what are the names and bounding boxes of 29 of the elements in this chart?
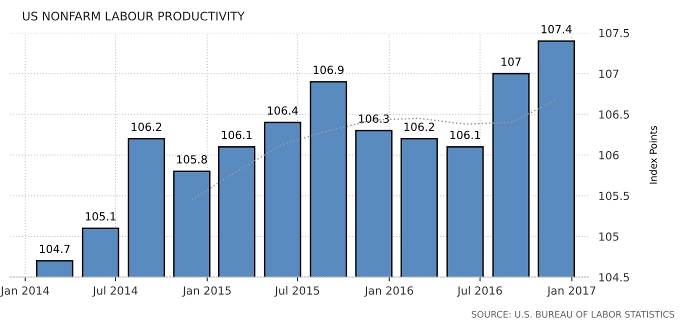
data-label: 106.2 bbox=[132, 122, 162, 132]
data-label: 105.8 bbox=[177, 155, 207, 164]
x-tick-label: Jan 2014 bbox=[0, 286, 50, 297]
x-tick-label: Jul 2016 bbox=[456, 286, 502, 297]
x-tick-label: Jan 2015 bbox=[182, 286, 231, 297]
data-label: 105.1 bbox=[86, 212, 116, 221]
y-tick-label: 107.5 bbox=[599, 28, 629, 38]
data-label: 106.3 bbox=[359, 114, 389, 123]
data-label: 107.4 bbox=[542, 24, 572, 34]
x-tick-label: Jul 2015 bbox=[274, 286, 320, 297]
data-label: 106.2 bbox=[404, 122, 434, 132]
data-label: 106.1 bbox=[450, 130, 480, 140]
x-tick-label: Jan 2016 bbox=[364, 286, 414, 297]
data-label: 106.1 bbox=[222, 130, 252, 140]
data-label: 106.9 bbox=[314, 66, 344, 74]
chart-title: US NONFARM LABOUR PRODUCTIVITY bbox=[22, 12, 245, 21]
y-tick-label: 104.5 bbox=[599, 273, 629, 282]
data-label: 107 bbox=[502, 58, 521, 66]
source-note: SOURCE: U.S. BUREAU OF LABOR STATISTICS bbox=[472, 310, 674, 318]
x-tick-label: Jul 2014 bbox=[92, 286, 138, 297]
y-tick-label: 107 bbox=[599, 70, 618, 78]
y-tick-label: 105.5 bbox=[599, 192, 629, 200]
x-tick-label: Jan 2017 bbox=[546, 286, 596, 297]
data-label: 104.7 bbox=[40, 244, 70, 254]
y-tick-label: 106.5 bbox=[599, 110, 629, 119]
data-label: 106.4 bbox=[268, 106, 298, 115]
y-tick-label: 106 bbox=[599, 150, 619, 160]
y-tick-label: 105 bbox=[599, 232, 618, 241]
y-axis-title: Index Points bbox=[649, 126, 657, 184]
